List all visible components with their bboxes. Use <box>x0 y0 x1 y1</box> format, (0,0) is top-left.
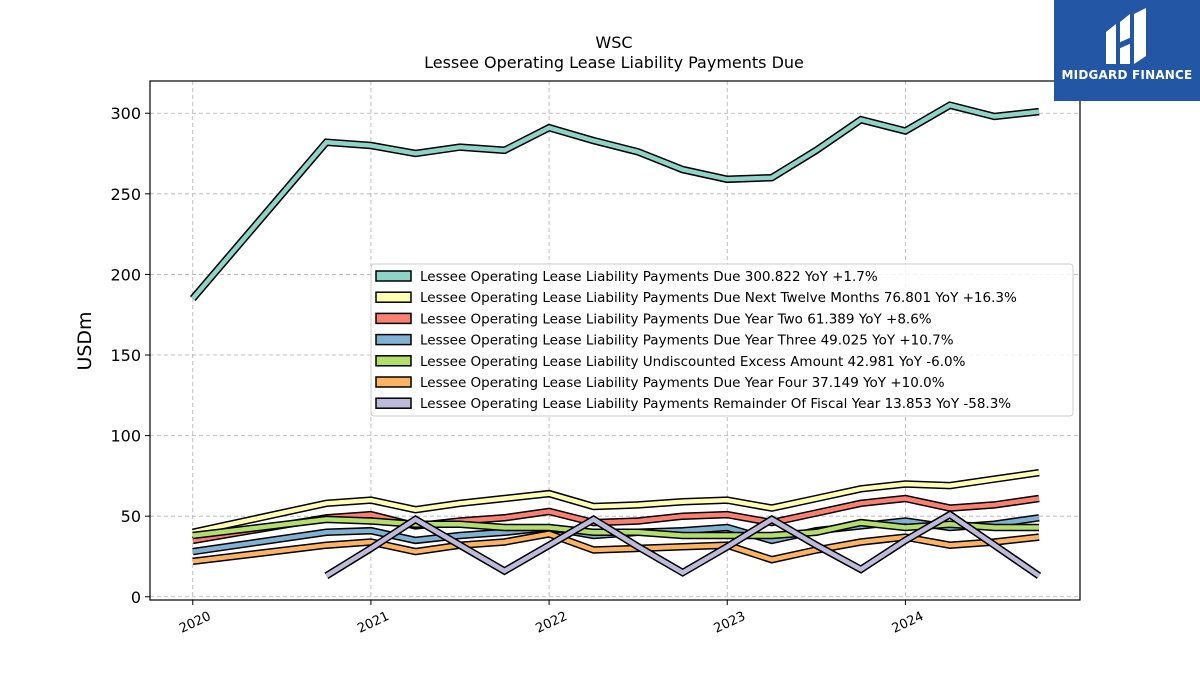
legend-label: Lessee Operating Lease Liability Payment… <box>420 333 954 349</box>
legend: Lessee Operating Lease Liability Payment… <box>370 263 1074 417</box>
series-2-line <box>192 468 1040 536</box>
series-7-line <box>324 510 1042 579</box>
plot-frame <box>149 80 1081 601</box>
chart-subtitle: Lessee Operating Lease Liability Payment… <box>424 53 804 72</box>
legend-entry: Lessee Operating Lease Liability Payment… <box>375 333 954 349</box>
legend-entry: Lessee Operating Lease Liability Payment… <box>375 396 1011 412</box>
series-stroke <box>192 470 1040 535</box>
y-tick-label: 150 <box>110 346 141 365</box>
y-axis-ticks: 0 50 100 150 200 250 300 <box>110 104 150 607</box>
legend-entry: Lessee Operating Lease Liability Payment… <box>375 269 878 285</box>
midgard-finance-logo: MIDGARD FINANCE <box>1054 0 1200 101</box>
legend-swatch <box>375 291 412 303</box>
y-tick-label: 200 <box>110 265 141 284</box>
y-axis-label: USDm <box>74 311 96 370</box>
legend-swatch <box>375 397 412 409</box>
series-stroke <box>191 102 1040 301</box>
series-stroke <box>325 511 1041 578</box>
legend-entry: Lessee Operating Lease Liability Payment… <box>375 375 945 391</box>
legend-swatch <box>375 333 412 346</box>
series-1-line <box>189 101 1040 302</box>
legend-label: Lessee Operating Lease Liability Payment… <box>420 269 878 285</box>
legend-entry: Lessee Operating Lease Liability Payment… <box>375 290 1017 306</box>
series-lines <box>189 101 1042 579</box>
legend-label: Lessee Operating Lease Liability Undisco… <box>420 354 966 370</box>
legend-box <box>370 263 1074 417</box>
legend-entry: Lessee Operating Lease Liability Undisco… <box>375 354 966 370</box>
y-tick-label: 0 <box>131 588 141 607</box>
legend-swatch <box>375 270 412 282</box>
y-tick-label: 300 <box>110 104 141 123</box>
legend-entry: Lessee Operating Lease Liability Payment… <box>375 311 932 327</box>
y-tick-label: 100 <box>110 427 141 446</box>
legend-label: Lessee Operating Lease Liability Payment… <box>420 396 1011 412</box>
legend-label: Lessee Operating Lease Liability Payment… <box>420 290 1017 306</box>
y-tick-label: 50 <box>121 507 141 526</box>
chart-title: WSC <box>595 33 632 52</box>
legend-label: Lessee Operating Lease Liability Payment… <box>420 375 945 391</box>
legend-label: Lessee Operating Lease Liability Payment… <box>420 311 932 327</box>
y-tick-label: 250 <box>110 185 141 204</box>
logo-brand-name: MIDGARD FINANCE <box>1061 68 1193 82</box>
legend-swatch <box>375 312 412 325</box>
legend-swatch <box>375 376 412 388</box>
legend-swatch <box>375 355 412 367</box>
logo-mark-icon <box>1106 8 1146 64</box>
